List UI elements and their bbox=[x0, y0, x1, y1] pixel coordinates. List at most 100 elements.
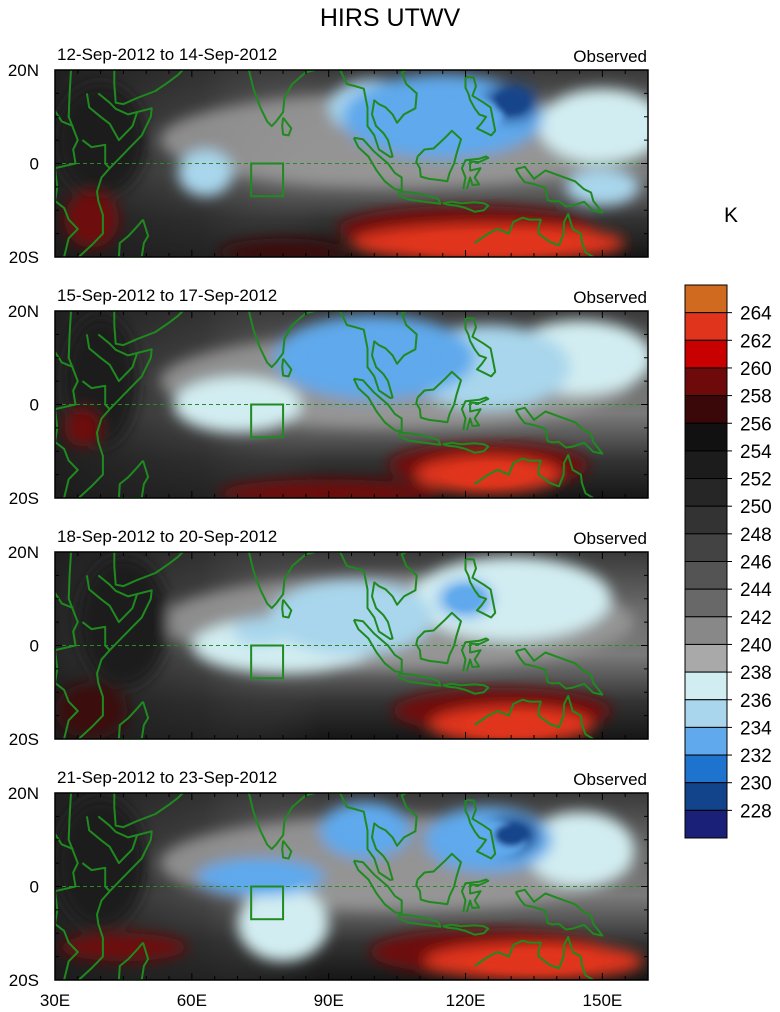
colorbar-label: 240 bbox=[740, 635, 772, 656]
y-tick-label: 20S bbox=[9, 971, 39, 990]
contour-field bbox=[55, 311, 648, 498]
colorbar-swatch bbox=[684, 422, 728, 452]
contour-cell-236 bbox=[538, 88, 648, 164]
map-panel-4: 20N 0 20S 21-Sep-2012 to 23-Sep-2012 Observe… bbox=[8, 768, 649, 990]
panel-observed-label: Observed bbox=[573, 288, 647, 307]
colorbar-swatch bbox=[684, 367, 728, 397]
y-tick-label: 0 bbox=[30, 637, 39, 656]
colorbar-swatch bbox=[684, 754, 728, 784]
study-region-box bbox=[250, 403, 285, 439]
colorbar-swatch bbox=[684, 533, 728, 562]
contour-cell-252 bbox=[77, 556, 170, 688]
contour-field bbox=[55, 793, 648, 980]
contour-cell-258 bbox=[219, 479, 439, 498]
y-tick-label: 0 bbox=[30, 878, 39, 897]
y-tick-label: 20N bbox=[8, 61, 39, 80]
colorbar-label: 250 bbox=[740, 497, 772, 518]
contour-cell-234 bbox=[232, 617, 288, 646]
contour-core-228 bbox=[494, 823, 528, 847]
colorbar-swatch bbox=[684, 395, 728, 424]
contour-cell-234 bbox=[178, 149, 233, 197]
contour-core-232 bbox=[449, 587, 482, 610]
colorbar-swatch bbox=[684, 339, 728, 369]
colorbar-swatch bbox=[684, 505, 728, 535]
map-panel-3: 20N 0 20S 18-Sep-2012 to 20-Sep-2012 Observe… bbox=[8, 527, 649, 749]
colorbar-swatch bbox=[684, 699, 728, 728]
colorbar-label: 230 bbox=[740, 774, 772, 795]
colorbar-swatch bbox=[684, 671, 728, 701]
colorbar-unit-label: K bbox=[724, 204, 738, 227]
contour-core-232 bbox=[337, 813, 393, 848]
study-region-box bbox=[250, 644, 285, 680]
contour-core-228 bbox=[494, 91, 528, 114]
contour-cell-258 bbox=[64, 191, 119, 248]
colorbar-swatch bbox=[684, 643, 728, 673]
x-tick-label: 30E bbox=[40, 991, 70, 1010]
panel-date-range: 21-Sep-2012 to 23-Sep-2012 bbox=[57, 768, 277, 787]
coastlines bbox=[55, 70, 604, 257]
colorbar-swatch bbox=[684, 726, 728, 756]
contour-cell-236 bbox=[237, 886, 329, 962]
colorbar-label: 262 bbox=[740, 331, 772, 352]
contour-core-262 bbox=[406, 231, 571, 255]
chart-title: HIRS UTWV bbox=[320, 4, 461, 32]
contour-cell-236 bbox=[524, 811, 635, 887]
x-tick-label: 60E bbox=[177, 991, 207, 1010]
contour-cell-256 bbox=[219, 238, 347, 257]
y-tick-label: 20N bbox=[8, 784, 39, 803]
coastlines bbox=[55, 311, 604, 498]
contour-core-262 bbox=[461, 713, 561, 737]
colorbar-label: 256 bbox=[740, 414, 772, 435]
x-tick-label: 120E bbox=[446, 991, 486, 1010]
y-tick-label: 20S bbox=[9, 489, 39, 508]
contour-cell-258 bbox=[64, 409, 101, 447]
contour-field bbox=[55, 552, 648, 739]
contour-cell-234 bbox=[269, 580, 434, 655]
y-tick-label: 20N bbox=[8, 302, 39, 321]
colorbar-swatch bbox=[684, 312, 728, 341]
colorbar-label: 258 bbox=[740, 387, 772, 408]
colorbar-label: 228 bbox=[740, 801, 772, 822]
y-tick-label: 0 bbox=[30, 396, 39, 415]
panel-observed-label: Observed bbox=[573, 529, 647, 548]
colorbar-label: 236 bbox=[740, 691, 772, 712]
colorbar-label: 234 bbox=[740, 718, 772, 739]
colorbar-label: 248 bbox=[740, 525, 772, 546]
panel-observed-label: Observed bbox=[573, 47, 647, 66]
panel-date-range: 15-Sep-2012 to 17-Sep-2012 bbox=[57, 286, 277, 305]
y-tick-label: 0 bbox=[30, 155, 39, 174]
colorbar-label: 242 bbox=[740, 608, 772, 629]
colorbar-label: 232 bbox=[740, 746, 772, 767]
study-region-box bbox=[250, 162, 285, 198]
contour-core-262 bbox=[468, 950, 600, 973]
colorbar-swatch bbox=[684, 809, 728, 839]
colorbar-label: 252 bbox=[740, 470, 772, 491]
colorbar-swatch bbox=[684, 588, 728, 618]
contour-core-232 bbox=[314, 332, 435, 383]
contour-cell-234 bbox=[565, 168, 639, 206]
x-axis: 30E 60E 90E 120E 150E bbox=[40, 991, 622, 1010]
study-region-box bbox=[250, 885, 285, 921]
colorbar-label: 246 bbox=[740, 553, 772, 574]
y-tick-label: 20S bbox=[9, 248, 39, 267]
contour-field bbox=[55, 70, 648, 257]
colorbar-label: 264 bbox=[740, 304, 772, 325]
x-tick-label: 150E bbox=[583, 991, 623, 1010]
colorbar-label: 254 bbox=[740, 442, 772, 463]
colorbar-swatch bbox=[684, 561, 728, 590]
colorbar-swatch bbox=[684, 478, 728, 507]
x-tick-label: 90E bbox=[314, 991, 344, 1010]
coastlines bbox=[55, 552, 604, 739]
panel-date-range: 18-Sep-2012 to 20-Sep-2012 bbox=[57, 527, 277, 546]
map-panel-1: 20N 0 20S 12-Sep-2012 to 14-Sep-2012 Observe… bbox=[8, 45, 649, 267]
contour-cell-258 bbox=[59, 933, 188, 962]
contour-cell-252 bbox=[55, 797, 147, 929]
map-panel-2: 20N 0 20S 15-Sep-2012 to 17-Sep-2012 Observe… bbox=[8, 286, 649, 508]
colorbar-label: 238 bbox=[740, 663, 772, 684]
y-tick-label: 20N bbox=[8, 543, 39, 562]
colorbar-swatch bbox=[684, 616, 728, 645]
panel-date-range: 12-Sep-2012 to 14-Sep-2012 bbox=[57, 45, 277, 64]
contour-cell-256 bbox=[55, 682, 128, 739]
colorbar-swatch bbox=[684, 450, 728, 480]
